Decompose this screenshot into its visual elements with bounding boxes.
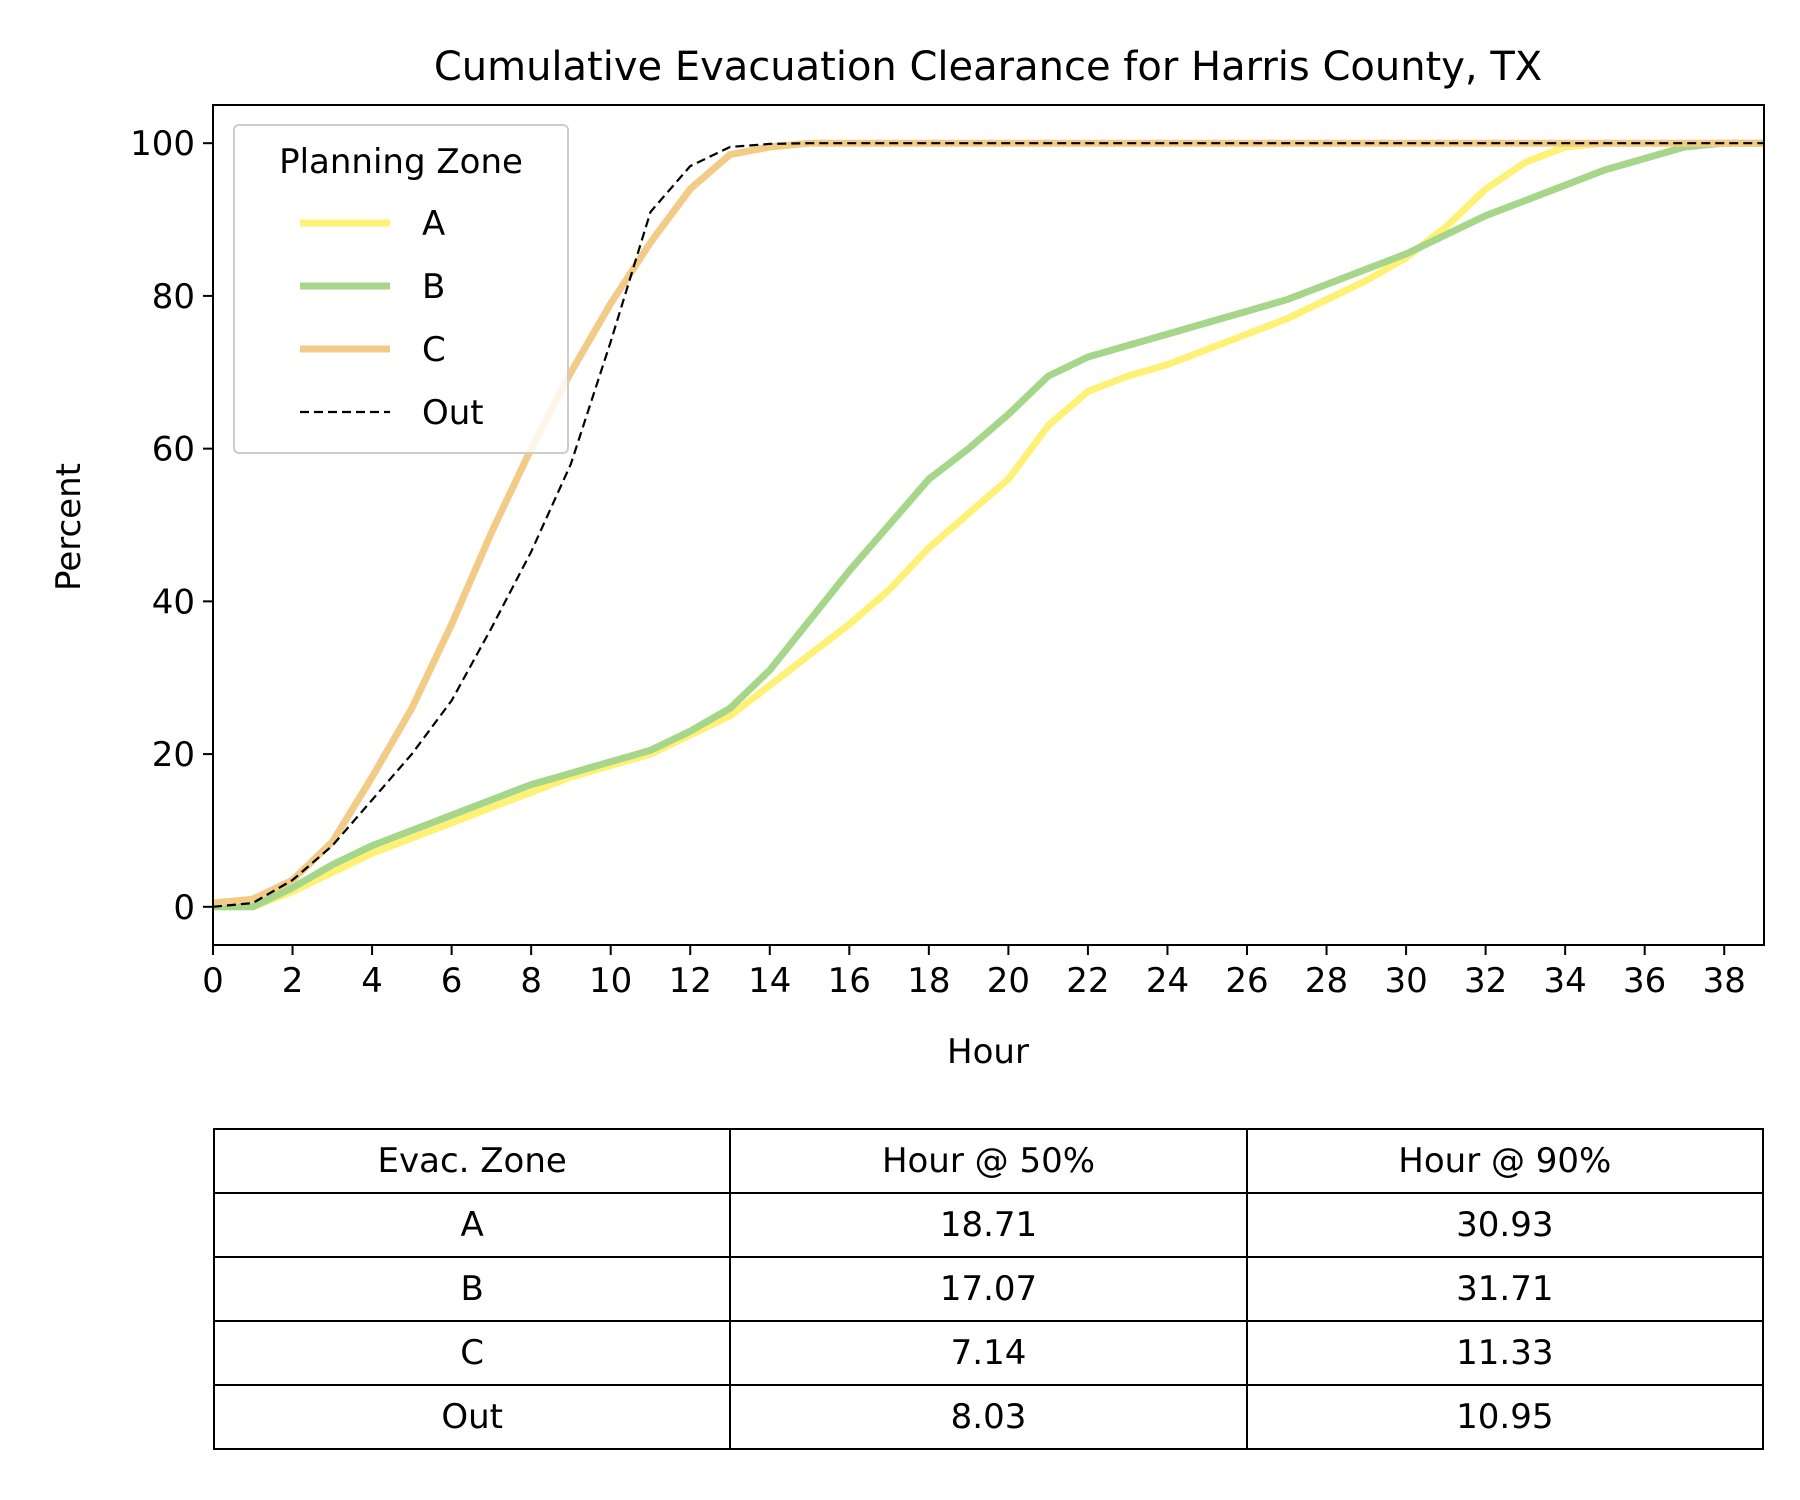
x-tick-label: 28 (1305, 961, 1348, 1001)
x-tick-label: 18 (907, 961, 950, 1001)
y-tick-label: 0 (173, 888, 195, 928)
series-line-a (213, 139, 1764, 911)
x-tick-label: 20 (987, 961, 1030, 1001)
x-tick-label: 34 (1544, 961, 1587, 1001)
x-tick-label: 32 (1464, 961, 1507, 1001)
table-header-row: Evac. Zone Hour @ 50% Hour @ 90% (212, 1128, 1765, 1194)
table-row: Out 8.03 10.95 (212, 1384, 1765, 1450)
y-tick-label: 60 (152, 430, 195, 470)
y-tick-label: 80 (152, 277, 195, 317)
table-cell: B (212, 1256, 732, 1322)
table-header-cell: Hour @ 90% (1245, 1128, 1765, 1194)
table-row: B 17.07 31.71 (212, 1256, 1765, 1322)
x-tick-label: 8 (520, 961, 542, 1001)
table-header-cell: Evac. Zone (212, 1128, 732, 1194)
table-cell: 17.07 (729, 1256, 1248, 1322)
table-cell: C (212, 1320, 732, 1386)
x-axis-label: Hour (947, 1032, 1029, 1072)
series-line-b (213, 139, 1764, 911)
table-cell: Out (212, 1384, 732, 1450)
table-row: C 7.14 11.33 (212, 1320, 1765, 1386)
legend-label-out: Out (422, 393, 484, 433)
x-tick-label: 16 (828, 961, 871, 1001)
x-axis: 0 2 4 6 8 10 12 14 16 18 20 22 24 26 28 30 32 34 36 38 (202, 945, 1746, 1001)
table-row: A 18.71 30.93 (212, 1192, 1765, 1258)
table-cell: 31.71 (1245, 1256, 1765, 1322)
chart-title: Cumulative Evacuation Clearance for Harr… (434, 44, 1542, 90)
x-tick-label: 22 (1066, 961, 1109, 1001)
plot-frame (212, 104, 1765, 946)
x-tick-label: 36 (1623, 961, 1666, 1001)
y-tick-label: 40 (152, 582, 195, 622)
x-tick-label: 12 (669, 961, 712, 1001)
legend-label-b: B (422, 267, 445, 307)
x-tick-label: 26 (1225, 961, 1268, 1001)
plot-area (212, 139, 1764, 911)
x-tick-label: 38 (1703, 961, 1746, 1001)
table-cell: 8.03 (729, 1384, 1248, 1450)
legend-box (233, 124, 569, 454)
table-header-cell: Hour @ 50% (729, 1128, 1248, 1194)
y-axis: 0 20 40 60 80 100 (130, 124, 213, 928)
y-tick-label: 100 (130, 124, 195, 164)
x-tick-label: 10 (589, 961, 632, 1001)
table-cell: A (212, 1192, 732, 1258)
table-cell: 30.93 (1245, 1192, 1765, 1258)
table-cell: 7.14 (729, 1320, 1248, 1386)
legend-label-a: A (422, 204, 445, 244)
legend-label-c: C (422, 330, 446, 370)
x-tick-label: 6 (441, 961, 463, 1001)
legend: Planning Zone ABC Out (233, 124, 569, 454)
x-tick-label: 24 (1146, 961, 1189, 1001)
y-tick-label: 20 (152, 735, 195, 775)
table-cell: 18.71 (729, 1192, 1248, 1258)
table-cell: 11.33 (1245, 1320, 1765, 1386)
x-tick-label: 0 (202, 961, 224, 1001)
summary-table: Evac. Zone Hour @ 50% Hour @ 90% A 18.71… (212, 1128, 1765, 1450)
legend-items: ABC Out (300, 204, 484, 433)
x-tick-label: 30 (1384, 961, 1427, 1001)
y-axis-label: Percent (49, 463, 89, 591)
x-tick-label: 4 (361, 961, 383, 1001)
x-tick-label: 14 (748, 961, 791, 1001)
series-line-out (212, 142, 1764, 908)
table-cell: 10.95 (1245, 1384, 1765, 1450)
x-tick-label: 2 (282, 961, 304, 1001)
legend-title: Planning Zone (279, 142, 523, 182)
